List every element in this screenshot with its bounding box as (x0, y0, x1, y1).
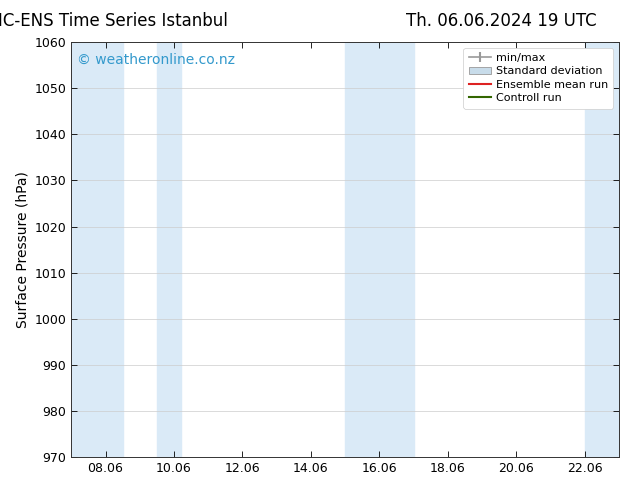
Text: Th. 06.06.2024 19 UTC: Th. 06.06.2024 19 UTC (406, 12, 597, 30)
Legend: min/max, Standard deviation, Ensemble mean run, Controll run: min/max, Standard deviation, Ensemble me… (463, 48, 614, 109)
Bar (585, 42, 619, 457)
Bar (157, 42, 181, 457)
Text: CMC-ENS Time Series Istanbul: CMC-ENS Time Series Istanbul (0, 12, 228, 30)
Y-axis label: Surface Pressure (hPa): Surface Pressure (hPa) (15, 171, 29, 328)
Bar (71, 42, 122, 457)
Bar (379, 42, 413, 457)
Bar (345, 42, 379, 457)
Text: © weatheronline.co.nz: © weatheronline.co.nz (77, 52, 235, 67)
